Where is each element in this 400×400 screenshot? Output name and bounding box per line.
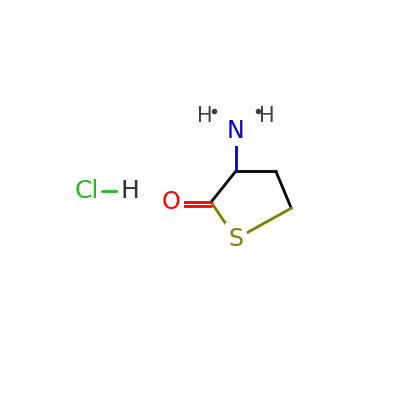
Text: S: S (228, 227, 243, 251)
Text: H: H (259, 106, 274, 126)
Text: H: H (120, 179, 139, 203)
Text: Cl: Cl (74, 179, 99, 203)
Text: H: H (197, 106, 213, 126)
Text: O: O (162, 190, 180, 214)
Text: N: N (227, 119, 245, 143)
